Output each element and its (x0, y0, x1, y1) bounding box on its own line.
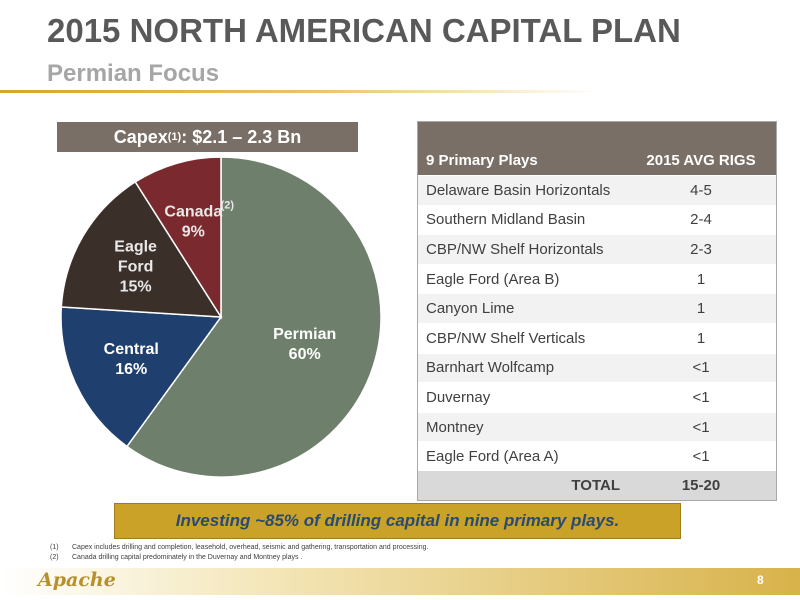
table-row: Delaware Basin Horizontals 4-5 (418, 175, 776, 205)
footnote-2-number: (2) (50, 554, 59, 561)
callout-banner: Investing ~85% of drilling capital in ni… (114, 503, 681, 539)
play-rigs: <1 (692, 418, 710, 436)
table-header-plays: 9 Primary Plays (426, 152, 538, 169)
play-rigs: 2-4 (690, 211, 712, 229)
pie-value-label: 60% (289, 346, 321, 363)
table-header-rigs: 2015 AVG RIGS (646, 152, 756, 169)
footnote-1-text: Capex includes drilling and completion, … (72, 544, 429, 551)
play-name: CBP/NW Shelf Verticals (426, 329, 586, 347)
table-row: Canyon Lime 1 (418, 293, 776, 323)
title-divider (0, 90, 800, 93)
play-name: CBP/NW Shelf Horizontals (426, 240, 604, 258)
apache-logo: Apache (38, 569, 116, 591)
footnote-1: (1) Capex includes drilling and completi… (50, 543, 428, 553)
table-header: 9 Primary Plays 2015 AVG RIGS (418, 122, 776, 175)
pie-name-label: Central (104, 341, 159, 358)
pie-label-eagle-ford: Eagle Ford 15% (114, 239, 157, 296)
pie-label-central: Central 16% (104, 341, 159, 378)
play-name: Eagle Ford (Area A) (426, 448, 559, 466)
footnotes: (1) Capex includes drilling and completi… (50, 543, 428, 563)
total-value: 15-20 (681, 476, 721, 494)
table-total-row: TOTAL 15-20 (418, 470, 776, 500)
play-name: Montney (426, 418, 484, 436)
page-number: 8 (757, 573, 764, 587)
table-row: Barnhart Wolfcamp <1 (418, 352, 776, 383)
table-row: CBP/NW Shelf Horizontals 2-3 (418, 234, 776, 264)
total-label: TOTAL (571, 476, 620, 494)
pie-slice-canada (134, 156, 222, 320)
pie-slice-central (60, 306, 223, 448)
primary-plays-table: 9 Primary Plays 2015 AVG RIGS Delaware B… (417, 121, 777, 501)
capex-footnote-ref: (1) (167, 131, 182, 143)
capex-label: Capex (113, 126, 168, 147)
pie-name-label: Canada (164, 204, 222, 221)
table-row: CBP/NW Shelf Verticals 1 (418, 322, 776, 353)
play-name: Delaware Basin Horizontals (426, 181, 611, 199)
play-rigs: 1 (696, 329, 706, 347)
capex-value: : $2.1 – 2.3 Bn (181, 126, 302, 147)
pie-slice-eagle-ford (60, 180, 223, 318)
pie-name-label: Permian (273, 326, 336, 343)
table-row: Montney <1 (418, 411, 776, 442)
table-body: Delaware Basin Horizontals 4-5 Southern Mi… (418, 175, 776, 471)
table-row: Eagle Ford (Area A) <1 (418, 441, 776, 471)
play-rigs: 1 (696, 270, 706, 288)
callout-text: Investing ~85% of drilling capital in ni… (175, 511, 620, 530)
page-subtitle: Permian Focus (47, 60, 220, 87)
footnote-2: (2) Canada drilling capital predominatel… (50, 553, 428, 563)
pie-footnote-ref: (2) (221, 200, 235, 212)
play-name: Duvernay (426, 388, 491, 406)
capex-pie-chart: Permian 60% Central 16% Eagle Ford 15% Canada(2… (60, 156, 382, 478)
pie-value-label: 9% (182, 224, 205, 241)
pie-label-permian: Permian 60% (273, 326, 336, 363)
page-title: 2015 NORTH AMERICAN CAPITAL PLAN (47, 12, 681, 49)
footer-bar (0, 568, 800, 595)
footnote-2-text: Canada drilling capital predominately in… (72, 554, 303, 561)
pie-slice-permian (125, 156, 382, 478)
pie-name-label: Eagle (114, 239, 157, 256)
play-name: Eagle Ford (Area B) (426, 270, 560, 288)
pie-value-label: 16% (115, 361, 147, 378)
table-row: Eagle Ford (Area B) 1 (418, 263, 776, 294)
pie-label-canada: Canada(2) 9% (164, 200, 234, 241)
play-rigs: 2-3 (690, 240, 712, 258)
play-rigs: 4-5 (690, 181, 712, 199)
table-row: Duvernay <1 (418, 382, 776, 412)
table-row: Southern Midland Basin 2-4 (418, 204, 776, 235)
play-name: Barnhart Wolfcamp (426, 359, 555, 377)
capex-banner: Capex (1): $2.1 – 2.3 Bn (57, 122, 358, 152)
play-rigs: <1 (692, 359, 710, 377)
play-rigs: <1 (692, 388, 710, 406)
pie-value-label: 15% (120, 279, 152, 296)
play-rigs: <1 (692, 448, 710, 466)
play-rigs: 1 (696, 300, 706, 318)
play-name: Canyon Lime (426, 300, 515, 318)
footnote-1-number: (1) (50, 544, 59, 551)
play-name: Southern Midland Basin (426, 211, 586, 229)
pie-name-label: Ford (118, 259, 154, 276)
